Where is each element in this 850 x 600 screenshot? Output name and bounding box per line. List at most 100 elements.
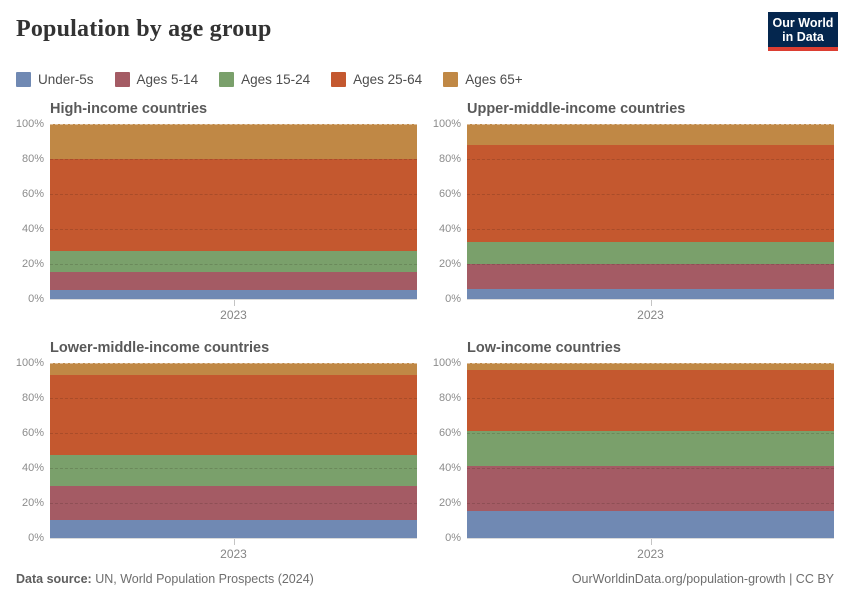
stacked-bands [50, 124, 417, 299]
x-axis-tick [233, 300, 235, 306]
chart-title: Population by age group [16, 16, 272, 42]
y-tick-label-40: 40% [21, 223, 44, 235]
x-tick-label: 2023 [220, 308, 247, 322]
x-axis-tick [233, 539, 235, 545]
owid-logo-line1: Our World [772, 15, 834, 30]
legend-swatch-ages-15-24 [219, 71, 235, 87]
x-tick-label: 2023 [220, 547, 247, 561]
panel-body: 0% 20% 40% 60% 80% 100% [433, 357, 834, 545]
legend-swatch-ages-65plus [443, 71, 459, 87]
plot-area [467, 363, 834, 545]
footer: Data source: UN, World Population Prospe… [16, 572, 834, 586]
panel-body: 0% 20% 40% 60% 80% 100% [16, 357, 417, 545]
owid-logo: Our World in Data [768, 12, 838, 51]
data-source-label: Data source: [16, 572, 92, 586]
legend-item-ages-65plus[interactable]: Ages 65+ [443, 71, 523, 87]
x-tick-label: 2023 [637, 547, 664, 561]
y-tick-label-100: 100% [15, 357, 44, 369]
y-tick-label-80: 80% [21, 392, 44, 404]
y-tick-label-40: 40% [438, 462, 461, 474]
legend-label: Ages 15-24 [241, 71, 311, 87]
band-ages-15-24 [467, 242, 834, 265]
band-under-5s [50, 290, 417, 299]
y-tick-label-40: 40% [438, 223, 461, 235]
y-axis: 0% 20% 40% 60% 80% 100% [16, 118, 50, 305]
panel-title: Low-income countries [467, 340, 621, 356]
y-tick-label-100: 100% [432, 118, 461, 130]
band-ages-65- [50, 363, 417, 375]
stacked-bands [467, 363, 834, 538]
x-tick-label: 2023 [637, 308, 664, 322]
data-source: Data source: UN, World Population Prospe… [16, 572, 314, 586]
plot-area [50, 124, 417, 306]
band-ages-65- [467, 363, 834, 371]
y-tick-label-20: 20% [438, 497, 461, 509]
y-tick-label-40: 40% [21, 462, 44, 474]
panel-lower-middle-income: Lower-middle-income countries 0% 20% 40% 60… [16, 340, 417, 561]
plot-area [467, 124, 834, 306]
legend: Under-5s Ages 5-14 Ages 15-24 Ages 25-64… [16, 70, 834, 88]
header: Population by age group Our World in Dat… [16, 12, 838, 54]
panel-body: 0% 20% 40% 60% 80% 100% [16, 118, 417, 306]
x-axis-tick [650, 539, 652, 545]
y-tick-label-80: 80% [438, 153, 461, 165]
y-tick-label-0: 0% [28, 293, 44, 305]
y-axis: 0% 20% 40% 60% 80% 100% [433, 118, 467, 305]
panel-title: High-income countries [50, 101, 208, 117]
panel-low-income: Low-income countries 0% 20% 40% 60% 80% 100% … [433, 340, 834, 561]
band-ages-25-64 [50, 158, 417, 251]
band-ages-5-14 [467, 465, 834, 512]
panel-title: Lower-middle-income countries [50, 340, 270, 356]
y-tick-label-20: 20% [21, 497, 44, 509]
band-under-5s [50, 520, 417, 538]
band-ages-5-14 [50, 485, 417, 521]
credit-link: OurWorldinData.org/population-growth | C… [571, 572, 834, 586]
band-ages-15-24 [467, 430, 834, 466]
band-ages-65- [50, 124, 417, 159]
data-source-text: UN, World Population Prospects (2024) [91, 572, 314, 586]
band-under-5s [467, 289, 834, 299]
band-ages-25-64 [50, 374, 417, 455]
legend-item-ages-15-24[interactable]: Ages 15-24 [219, 71, 311, 87]
stacked-bands [50, 363, 417, 538]
x-axis-line [467, 538, 834, 539]
y-tick-label-60: 60% [21, 427, 44, 439]
y-tick-label-100: 100% [432, 357, 461, 369]
legend-label: Ages 25-64 [353, 71, 423, 87]
y-tick-label-80: 80% [21, 153, 44, 165]
legend-label: Ages 65+ [465, 71, 523, 87]
band-ages-5-14 [467, 264, 834, 290]
y-axis: 0% 20% 40% 60% 80% 100% [16, 357, 50, 544]
band-ages-5-14 [50, 271, 417, 291]
x-axis-tick [650, 300, 652, 306]
legend-label: Ages 5-14 [136, 71, 199, 87]
y-tick-label-80: 80% [438, 392, 461, 404]
owid-logo-line2: in Data [782, 29, 824, 44]
y-tick-label-100: 100% [15, 118, 44, 130]
y-tick-label-0: 0% [28, 532, 44, 544]
y-tick-label-60: 60% [21, 188, 44, 200]
legend-item-ages-5-14[interactable]: Ages 5-14 [114, 71, 199, 87]
band-ages-25-64 [467, 370, 834, 431]
band-ages-25-64 [467, 144, 834, 243]
y-tick-label-60: 60% [438, 188, 461, 200]
y-axis: 0% 20% 40% 60% 80% 100% [433, 357, 467, 544]
band-under-5s [467, 511, 834, 538]
legend-swatch-ages-25-64 [331, 71, 347, 87]
y-tick-label-60: 60% [438, 427, 461, 439]
legend-swatch-under-5s [16, 71, 31, 87]
legend-item-under-5s[interactable]: Under-5s [16, 71, 94, 87]
stacked-bands [467, 124, 834, 299]
legend-label: Under-5s [38, 71, 94, 87]
band-ages-15-24 [50, 454, 417, 486]
panel-body: 0% 20% 40% 60% 80% 100% [433, 118, 834, 306]
x-axis-line [50, 299, 417, 300]
legend-item-ages-25-64[interactable]: Ages 25-64 [331, 71, 423, 87]
x-axis-line [50, 538, 417, 539]
y-tick-label-20: 20% [438, 258, 461, 270]
charts-grid: High-income countries 0% 20% 40% 60% 80% 100%… [16, 101, 834, 561]
panel-title: Upper-middle-income countries [467, 101, 686, 117]
band-ages-65- [467, 124, 834, 145]
y-tick-label-0: 0% [445, 293, 461, 305]
